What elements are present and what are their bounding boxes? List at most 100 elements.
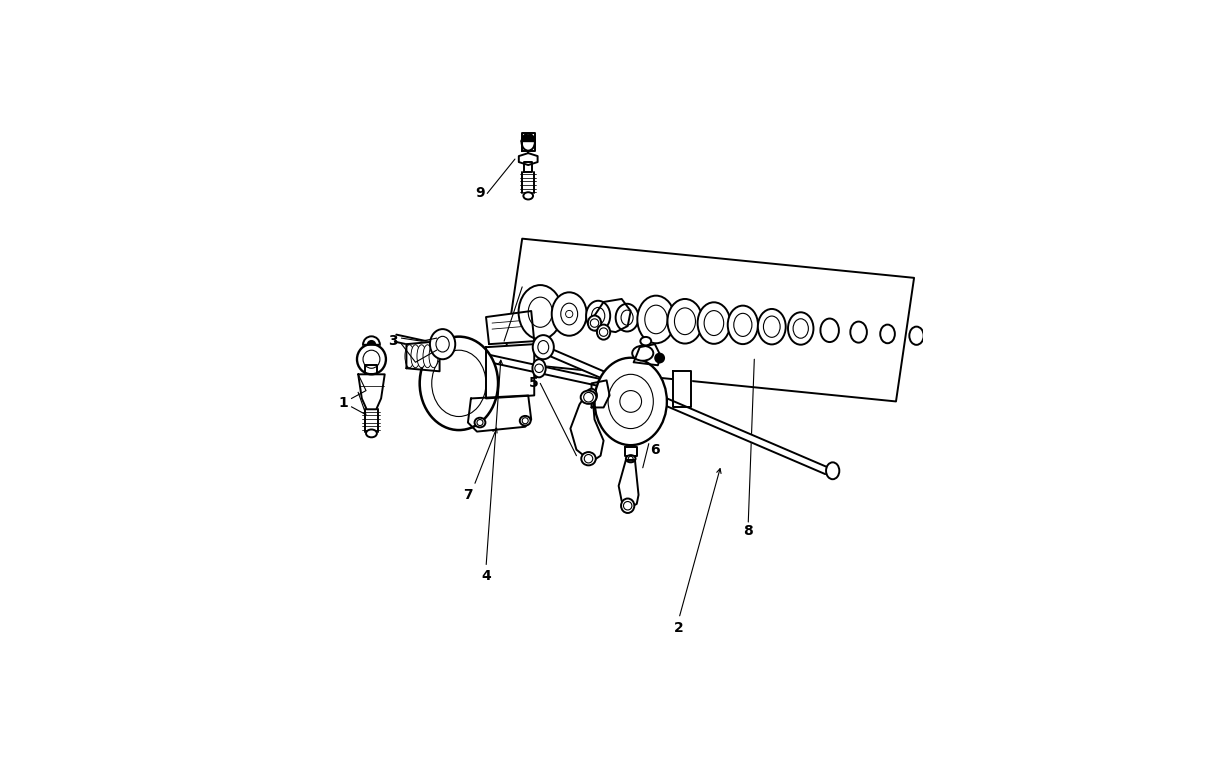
Ellipse shape [588,316,602,330]
Ellipse shape [1033,334,1042,352]
Circle shape [623,502,632,510]
Ellipse shape [363,350,380,368]
Ellipse shape [910,327,923,345]
Polygon shape [486,311,534,345]
Ellipse shape [820,319,839,342]
Polygon shape [519,153,537,165]
Circle shape [591,319,599,327]
Ellipse shape [674,308,695,334]
Ellipse shape [520,416,530,426]
Ellipse shape [967,330,981,349]
Polygon shape [394,334,604,387]
Ellipse shape [640,337,651,345]
Circle shape [620,391,642,413]
Polygon shape [592,299,631,332]
Polygon shape [486,345,534,399]
Text: 8: 8 [744,524,753,538]
Polygon shape [592,381,610,407]
Polygon shape [551,350,828,474]
Ellipse shape [704,311,724,336]
Polygon shape [406,341,439,371]
Ellipse shape [938,328,953,347]
Ellipse shape [621,499,634,513]
Circle shape [588,392,594,399]
Ellipse shape [594,358,667,446]
Ellipse shape [1070,334,1078,352]
Wedge shape [363,337,380,345]
Polygon shape [570,395,604,462]
Ellipse shape [537,341,548,354]
Ellipse shape [1064,334,1072,352]
Ellipse shape [632,345,654,361]
Circle shape [654,352,665,363]
Circle shape [535,364,543,373]
Ellipse shape [435,337,449,352]
Ellipse shape [1029,334,1036,352]
Circle shape [599,328,608,337]
Ellipse shape [728,305,758,344]
Ellipse shape [429,345,438,368]
Ellipse shape [734,313,752,337]
Ellipse shape [586,301,610,331]
Ellipse shape [411,345,420,368]
Ellipse shape [826,462,839,479]
Ellipse shape [533,335,554,359]
Circle shape [522,417,528,424]
Ellipse shape [697,302,730,344]
Ellipse shape [586,389,597,402]
Ellipse shape [522,134,535,150]
Ellipse shape [357,345,386,374]
Ellipse shape [645,305,667,334]
Ellipse shape [519,285,562,339]
Text: 6: 6 [650,442,660,456]
Text: 9: 9 [475,186,485,200]
Polygon shape [365,365,377,374]
Ellipse shape [793,319,808,338]
Polygon shape [505,239,915,402]
Polygon shape [633,345,661,365]
Ellipse shape [637,296,674,343]
Ellipse shape [788,312,814,345]
Ellipse shape [1052,334,1060,352]
Ellipse shape [423,345,432,368]
Ellipse shape [597,325,610,340]
Ellipse shape [581,452,596,465]
Circle shape [477,420,483,426]
Text: 7: 7 [463,488,473,502]
Ellipse shape [1046,334,1054,352]
Ellipse shape [763,316,780,337]
Circle shape [628,456,633,461]
Text: 4: 4 [482,569,491,583]
Text: 5: 5 [529,377,539,391]
Ellipse shape [533,359,546,377]
Ellipse shape [626,455,636,462]
Polygon shape [673,371,691,407]
Ellipse shape [616,304,638,331]
Polygon shape [524,162,533,171]
Ellipse shape [405,345,414,368]
Text: 3: 3 [388,334,398,348]
Ellipse shape [560,303,577,325]
Ellipse shape [528,297,552,327]
Ellipse shape [850,322,867,343]
Ellipse shape [366,430,377,438]
Ellipse shape [996,331,1010,351]
Wedge shape [520,135,536,143]
Ellipse shape [881,325,895,343]
Ellipse shape [1040,334,1048,352]
Ellipse shape [667,299,702,344]
Text: 2: 2 [674,621,684,634]
Ellipse shape [758,309,786,345]
Ellipse shape [1058,334,1066,352]
Ellipse shape [429,329,455,359]
Ellipse shape [432,350,486,417]
Ellipse shape [474,417,485,428]
Ellipse shape [592,308,605,324]
Ellipse shape [608,374,654,428]
Ellipse shape [621,310,633,325]
Ellipse shape [420,337,499,430]
Text: 1: 1 [338,395,348,410]
Circle shape [585,454,593,463]
Wedge shape [366,340,376,345]
Polygon shape [625,446,637,456]
